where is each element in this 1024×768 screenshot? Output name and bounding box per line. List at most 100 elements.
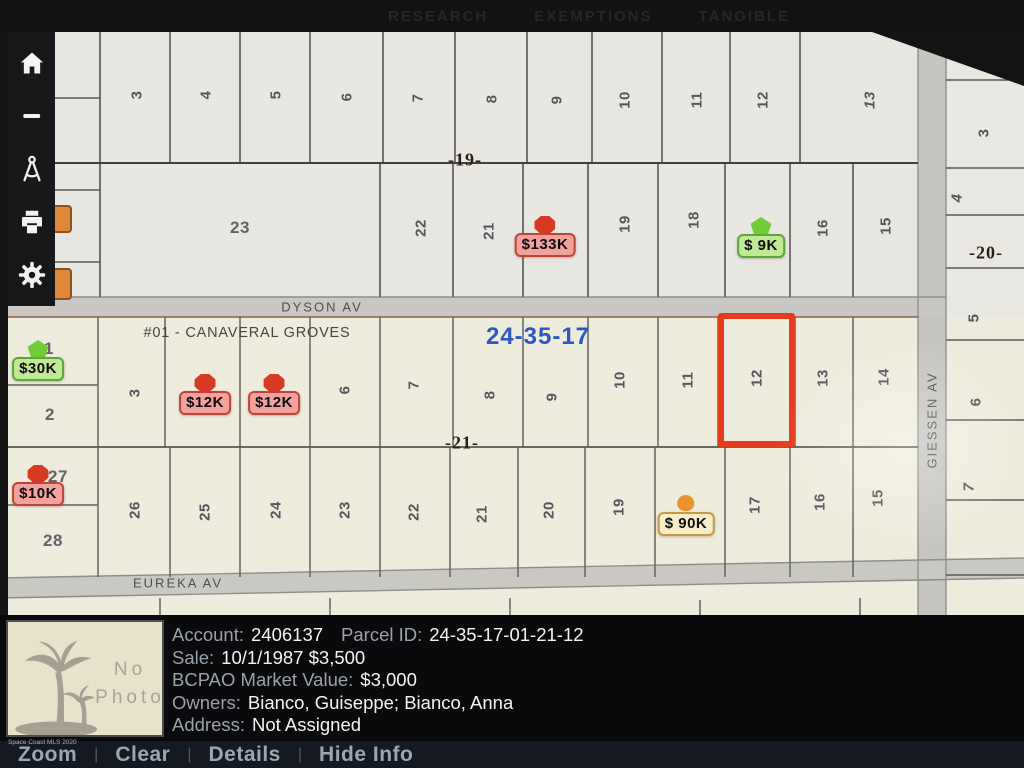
lot-number-12: 12 — [748, 369, 766, 387]
lot-number-22: 22 — [405, 503, 423, 521]
block-label-20: -20- — [969, 242, 1003, 263]
hide-info-button[interactable]: Hide Info — [319, 742, 414, 766]
minus-icon — [22, 114, 40, 118]
settings-button[interactable] — [16, 259, 48, 291]
lot-number-26: 26 — [126, 501, 144, 519]
lot-number-3: 3 — [975, 128, 993, 138]
details-button[interactable]: Details — [208, 742, 281, 766]
orange-marker-icon — [677, 495, 695, 511]
lot-number-21: 21 — [480, 222, 498, 240]
measure-button[interactable] — [16, 153, 48, 185]
lot-number-7: 7 — [405, 380, 423, 390]
lot-number-5: 5 — [965, 313, 983, 323]
menu-item-exemptions[interactable]: EXEMPTIONS — [534, 7, 653, 25]
market-value-line: BCPAO Market Value: $3,000 — [172, 669, 417, 691]
lot-number-13: 13 — [814, 369, 832, 387]
lot-number-1: 1 — [44, 339, 54, 358]
lot-number-16: 16 — [811, 493, 829, 511]
address-line: Address: Not Assigned — [172, 714, 362, 736]
lot-number-4: 4 — [197, 90, 215, 100]
zoom-out-button[interactable] — [16, 100, 48, 132]
account-parcel-line: Account: 2406137 Parcel ID: 24-35-17-01-21-… — [172, 624, 584, 647]
lot-number-4: 4 — [948, 193, 966, 203]
parcel-id-label: Parcel ID: — [341, 624, 423, 645]
palm-tree-icon — [15, 640, 98, 735]
lot-number-11: 11 — [688, 91, 706, 109]
mls-watermark: Space Coast MLS 2020 — [8, 739, 77, 746]
selected-parcel-highlight[interactable] — [718, 313, 795, 447]
red-marker-icon — [534, 216, 556, 234]
account-value: 2406137 — [251, 624, 324, 645]
red-marker-icon — [263, 374, 285, 392]
lot-number-24: 24 — [267, 501, 285, 519]
red-marker-icon — [27, 465, 49, 483]
top-menu-bar: RESEARCH EXEMPTIONS TANGIBLE — [0, 0, 1024, 32]
toolbar-separator: | — [297, 745, 303, 763]
red-marker-icon — [194, 374, 216, 392]
lot-number-11: 11 — [679, 371, 697, 389]
menu-item-research[interactable]: RESEARCH — [388, 7, 489, 25]
price-tag-label: $ 9K — [737, 234, 785, 258]
owners-line: Owners: Bianco, Guiseppe; Bianco, Anna — [172, 691, 514, 713]
price-tag-label: $10K — [12, 482, 64, 506]
map-tool-sidebar — [8, 32, 55, 306]
home-button[interactable] — [16, 47, 48, 79]
lot-number-18: 18 — [685, 211, 703, 229]
lot-number-25: 25 — [196, 503, 214, 521]
lot-number-17: 17 — [746, 496, 764, 514]
drafting-compass-icon — [22, 155, 41, 182]
price-tag-label: $12K — [248, 391, 300, 415]
block-label-21: -21- — [445, 432, 479, 453]
street-label-dyson-av: DYSON AV — [281, 299, 363, 315]
parcel-map[interactable]: DYSON AV EUREKA AV GIESSEN AV -19- -20- … — [0, 32, 1024, 615]
lot-number-12: 12 — [754, 91, 772, 109]
lot-number-7: 7 — [409, 93, 427, 103]
lot-number-6: 6 — [336, 385, 354, 395]
price-tag-133K[interactable]: $133K — [514, 216, 576, 257]
lot-number-21: 21 — [473, 505, 491, 523]
price-tag-label: $ 90K — [657, 512, 715, 536]
print-button[interactable] — [16, 206, 48, 238]
street-label-eureka-av: EUREKA AV — [132, 575, 224, 591]
street-label-giessen-av: GIESSEN AV — [924, 371, 940, 469]
lot-number-6: 6 — [967, 397, 985, 407]
lot-number-10: 10 — [611, 371, 629, 389]
lot-number-16: 16 — [814, 219, 832, 237]
section-township-range-label: 24-35-17 — [485, 323, 591, 350]
price-tag-10K[interactable]: $10K — [12, 465, 64, 506]
property-photo-placeholder: No Photo — [6, 620, 164, 737]
lot-number-9: 9 — [548, 95, 566, 105]
price-tag-label: $12K — [179, 391, 231, 415]
lot-number-27: 27 — [48, 467, 68, 486]
toolbar-separator: | — [94, 745, 99, 763]
subdivision-label: #01 - CANAVERAL GROVES — [143, 325, 351, 341]
price-tag-12K[interactable]: $12K — [248, 374, 300, 415]
price-tag-90K[interactable]: $ 90K — [657, 495, 715, 536]
gear-icon — [18, 261, 45, 289]
price-tag-9K[interactable]: $ 9K — [737, 217, 785, 258]
lot-number-23: 23 — [336, 501, 354, 519]
lot-number-19: 19 — [610, 498, 628, 516]
lot-number-22: 22 — [412, 219, 430, 237]
lot-number-15: 15 — [877, 217, 895, 235]
price-tag-30K[interactable]: $30K — [12, 340, 64, 381]
no-photo-text: No Photo — [95, 659, 164, 708]
lot-number-28: 28 — [43, 531, 63, 550]
lot-number-15: 15 — [869, 489, 887, 507]
lot-number-8: 8 — [481, 390, 499, 400]
parcel-details: Account: 2406137 Parcel ID: 24-35-17-01-21-… — [172, 624, 584, 737]
clear-button[interactable]: Clear — [115, 742, 171, 766]
account-label: Account: — [172, 624, 244, 645]
block-label-19: -19- — [448, 149, 482, 170]
sale-line: Sale: 10/1/1987 $3,500 — [172, 646, 366, 668]
menu-item-tangible[interactable]: TANGIBLE — [698, 7, 791, 25]
zoom-button[interactable]: Zoom — [18, 742, 78, 766]
lot-number-23: 23 — [230, 218, 250, 237]
lot-number-19: 19 — [616, 215, 634, 233]
lot-number-20: 20 — [540, 501, 558, 519]
price-tag-label: $30K — [12, 357, 64, 381]
lot-number-6: 6 — [338, 92, 356, 102]
price-tag-12K[interactable]: $12K — [179, 374, 231, 415]
lot-number-13: 13 — [861, 91, 879, 109]
